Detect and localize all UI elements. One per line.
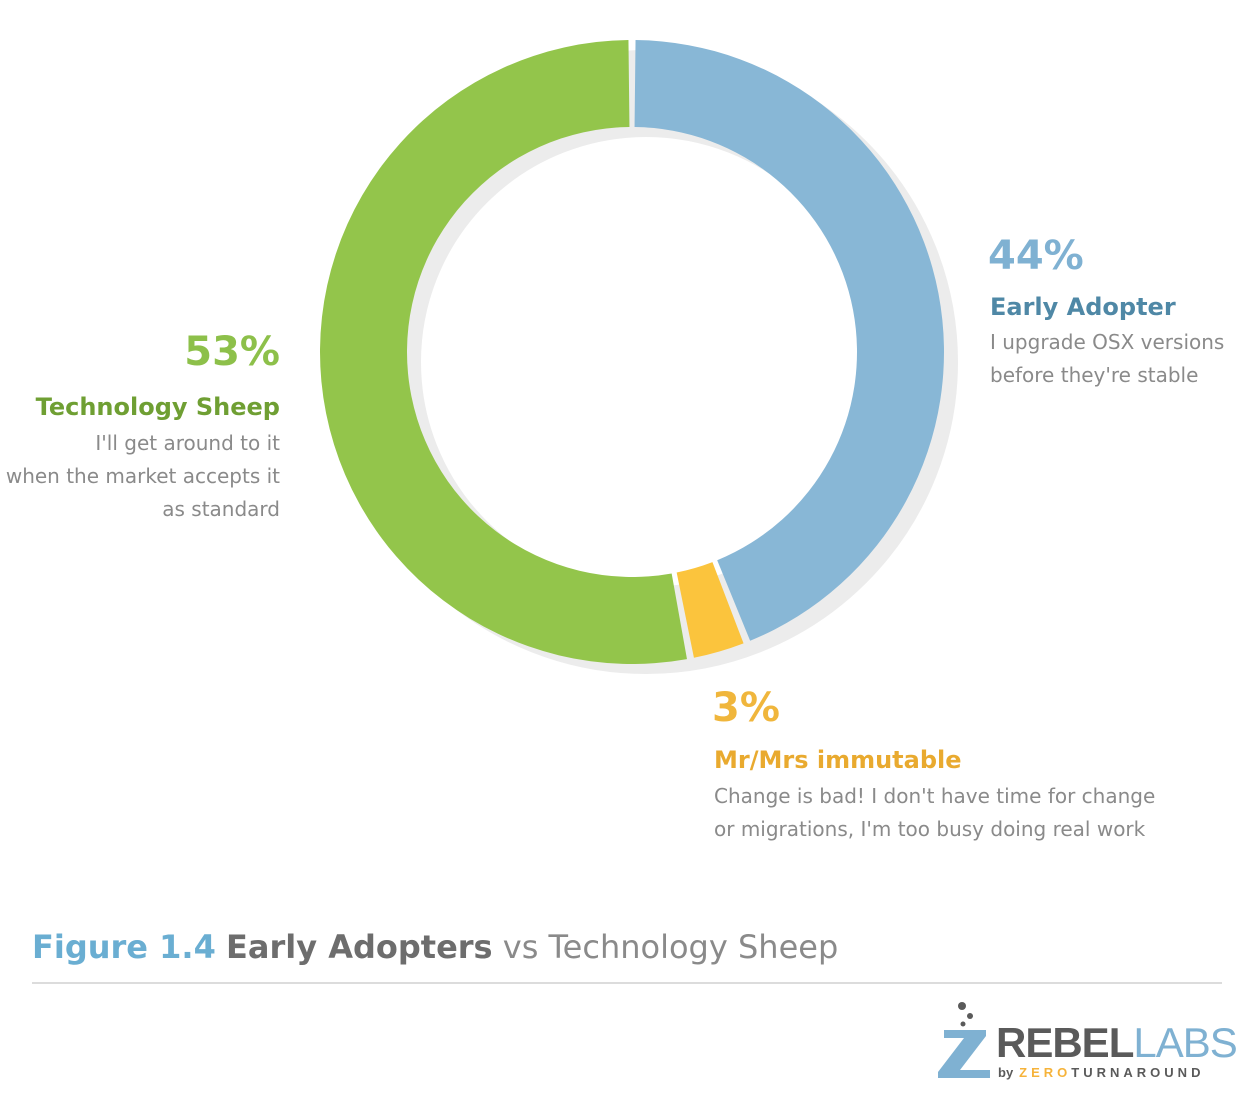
logo-rebel: REBEL (996, 1019, 1134, 1066)
description-early-adopter: I upgrade OSX versions before they're st… (990, 326, 1224, 392)
caption-bold-title: Early Adopters (226, 928, 493, 966)
logo-zero: ZERO (1019, 1065, 1072, 1080)
description-mr-mrs-immutable: Change is bad! I don't have time for cha… (714, 780, 1155, 846)
value-label-technology-sheep: 53% (184, 329, 280, 375)
category-label-mr-mrs-immutable: Mr/Mrs immutable (714, 746, 962, 774)
value-label-mr-mrs-immutable: 3% (712, 685, 780, 731)
slice-early-adopter (634, 40, 944, 641)
description-line: before they're stable (990, 363, 1199, 387)
logo-turnaround: TURNAROUND (1071, 1065, 1205, 1080)
caption-rest: vs Technology Sheep (502, 928, 839, 966)
logo-subtitle: by ZEROTURNAROUND (998, 1066, 1204, 1079)
rebellabs-logo: REBELLABS (996, 1019, 1238, 1066)
logo-labs: LABS (1133, 1019, 1237, 1066)
description-line: or migrations, I'm too busy doing real w… (714, 817, 1146, 841)
caption-divider (32, 982, 1222, 984)
description-line: I'll get around to it (95, 431, 280, 455)
description-line: when the market accepts it (5, 464, 280, 488)
description-line: as standard (162, 497, 280, 521)
figure-caption: Figure 1.4 Early Adopters vs Technology … (32, 928, 838, 966)
value-label-early-adopter: 44% (988, 233, 1084, 279)
category-label-technology-sheep: Technology Sheep (35, 393, 280, 421)
slice-technology-sheep (320, 40, 687, 664)
caption-figure-number: Figure 1.4 (32, 928, 216, 966)
description-line: I upgrade OSX versions (990, 330, 1225, 354)
flask-icon (938, 1002, 990, 1078)
logo-by: by (998, 1065, 1014, 1080)
donut-slices (320, 40, 944, 664)
description-technology-sheep: I'll get around to it when the market ac… (6, 427, 280, 526)
slice-mr-mrs-immutable (676, 562, 744, 658)
category-label-early-adopter: Early Adopter (990, 293, 1176, 321)
description-line: Change is bad! I don't have time for cha… (714, 784, 1156, 808)
